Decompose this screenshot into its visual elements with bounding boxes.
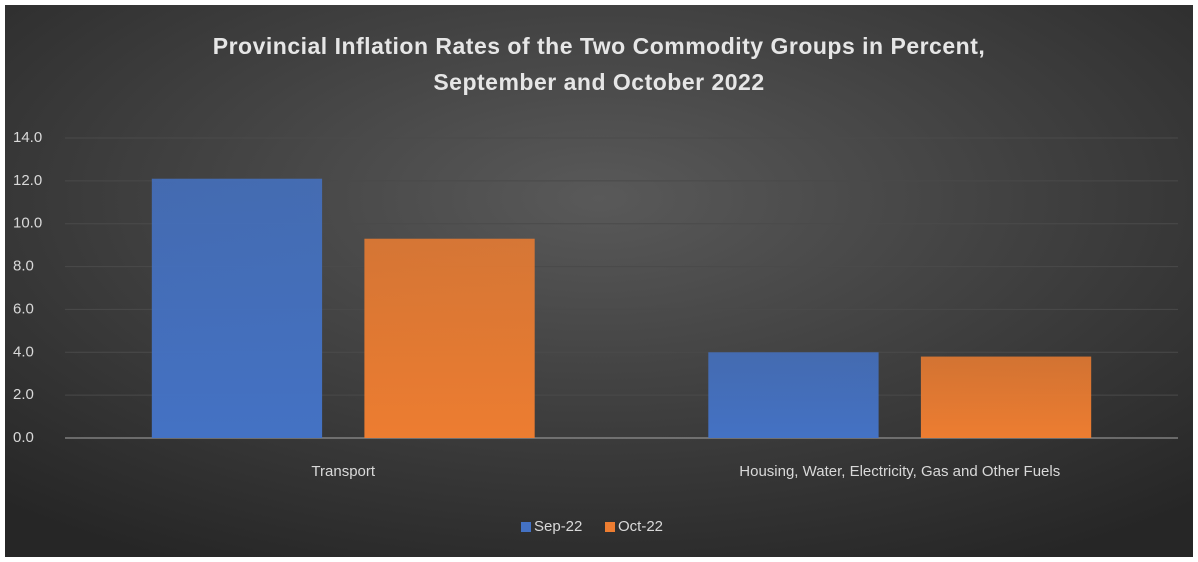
bar	[708, 352, 879, 438]
y-tick-label: 10.0	[13, 215, 42, 232]
bar	[151, 178, 323, 438]
legend-label: Oct-22	[618, 518, 663, 535]
bar	[364, 238, 535, 438]
bar	[920, 356, 1092, 438]
y-tick-label: 14.0	[13, 129, 42, 146]
y-tick-label: 8.0	[13, 258, 34, 275]
y-tick-label: 4.0	[13, 343, 34, 360]
chart-title: September and October 2022	[433, 69, 764, 95]
x-tick-label: Housing, Water, Electricity, Gas and Oth…	[739, 463, 1060, 480]
legend-swatch	[605, 522, 615, 532]
x-tick-label: Transport	[311, 463, 375, 480]
y-tick-label: 12.0	[13, 172, 42, 189]
legend-label: Sep-22	[534, 518, 582, 535]
legend-swatch	[521, 522, 531, 532]
y-tick-label: 6.0	[13, 300, 34, 317]
y-tick-label: 0.0	[13, 429, 34, 446]
chart-title: Provincial Inflation Rates of the Two Co…	[213, 33, 986, 59]
y-tick-label: 2.0	[13, 386, 34, 403]
